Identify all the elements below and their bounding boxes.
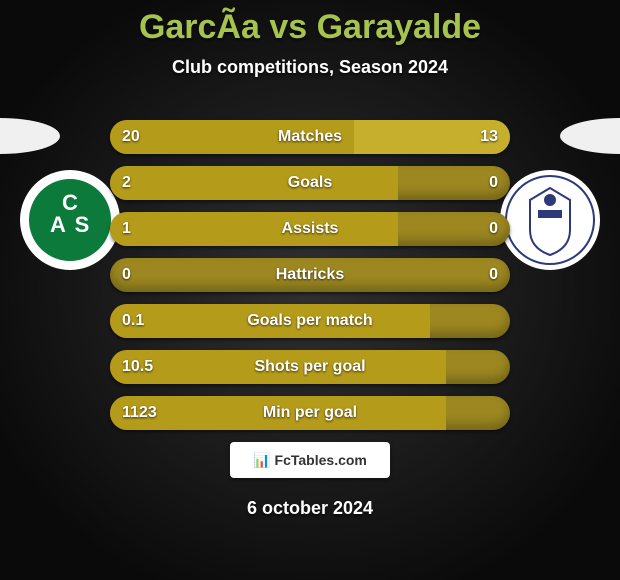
stat-label: Assists bbox=[110, 212, 510, 246]
comparison-subtitle: Club competitions, Season 2024 bbox=[0, 57, 620, 78]
stat-row: Goals2 0 bbox=[110, 166, 510, 200]
crest-left-letter-s: S bbox=[75, 212, 90, 237]
footer-brand[interactable]: 📊 FcTables.com bbox=[230, 442, 390, 478]
stat-label: Matches bbox=[110, 120, 510, 154]
stat-value-left: 0 bbox=[122, 258, 131, 292]
stat-value-left: 10.5 bbox=[122, 350, 153, 384]
stat-value-left: 1123 bbox=[122, 396, 157, 430]
stat-value-right: 0 bbox=[489, 212, 498, 246]
stat-label: Hattricks bbox=[110, 258, 510, 292]
stat-row: Hattricks0 0 bbox=[110, 258, 510, 292]
comparison-title: GarcÃ­a vs Garayalde bbox=[0, 0, 620, 47]
stat-value-left: 0.1 bbox=[122, 304, 144, 338]
crest-right-dot bbox=[544, 194, 556, 206]
stat-value-right: 0 bbox=[489, 258, 498, 292]
stat-value-right: 13 bbox=[480, 120, 498, 154]
stat-bars: Matches2013Goals20Assists10Hattricks00Go… bbox=[110, 120, 510, 442]
player-head-right bbox=[560, 118, 620, 154]
stat-row: Goals per match0.1 bbox=[110, 304, 510, 338]
team-crest-left: C A S bbox=[20, 170, 120, 270]
stat-label: Shots per goal bbox=[110, 350, 510, 384]
team-crest-right bbox=[500, 170, 600, 270]
stat-label: Min per goal bbox=[110, 396, 510, 430]
player-head-left bbox=[0, 118, 60, 154]
stat-value-right: 0 bbox=[489, 166, 498, 200]
stat-value-left: 20 bbox=[122, 120, 140, 154]
stat-row: Assists1 0 bbox=[110, 212, 510, 246]
stat-row: Min per goal1123 bbox=[110, 396, 510, 430]
brand-chart-icon: 📊 bbox=[253, 452, 270, 469]
stat-value-left: 2 bbox=[122, 166, 131, 200]
stat-label: Goals per match bbox=[110, 304, 510, 338]
team-crest-left-svg: C A S bbox=[20, 170, 120, 270]
stat-row: Shots per goal10.5 bbox=[110, 350, 510, 384]
team-crest-right-svg bbox=[500, 170, 600, 270]
stat-value-left: 1 bbox=[122, 212, 131, 246]
stat-row: Matches20 13 bbox=[110, 120, 510, 154]
stat-label: Goals bbox=[110, 166, 510, 200]
comparison-date: 6 october 2024 bbox=[0, 498, 620, 519]
crest-left-letter-a: A bbox=[50, 212, 66, 237]
crest-right-detail bbox=[538, 210, 562, 218]
brand-text: FcTables.com bbox=[275, 452, 367, 468]
